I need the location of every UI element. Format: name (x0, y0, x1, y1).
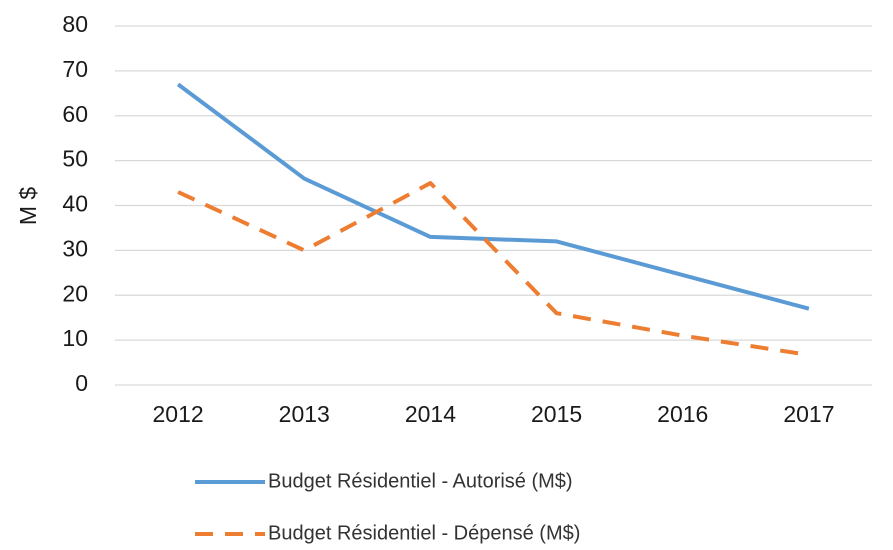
x-tick-label: 2016 (657, 401, 708, 427)
x-tick-label: 2012 (152, 401, 203, 427)
y-tick-label: 40 (62, 191, 88, 217)
y-tick-label: 50 (62, 146, 88, 172)
y-tick-label: 70 (62, 56, 88, 82)
y-tick-label: 30 (62, 235, 88, 261)
legend-label: Budget Résidentiel - Autorisé (M$) (268, 470, 573, 492)
y-tick-label: 20 (62, 280, 88, 306)
y-tick-label: 10 (62, 325, 88, 351)
y-tick-label: 80 (62, 11, 88, 37)
x-tick-label: 2015 (531, 401, 582, 427)
legend-label: Budget Résidentiel - Dépensé (M$) (268, 522, 580, 544)
x-tick-label: 2017 (783, 401, 834, 427)
x-tick-label: 2014 (405, 401, 456, 427)
x-tick-label: 2013 (279, 401, 330, 427)
data-line (176, 82, 810, 311)
y-tick-label: 0 (75, 370, 88, 396)
y-axis-label: M $ (15, 187, 41, 226)
data-line (177, 181, 810, 357)
y-tick-label: 60 (62, 101, 88, 127)
